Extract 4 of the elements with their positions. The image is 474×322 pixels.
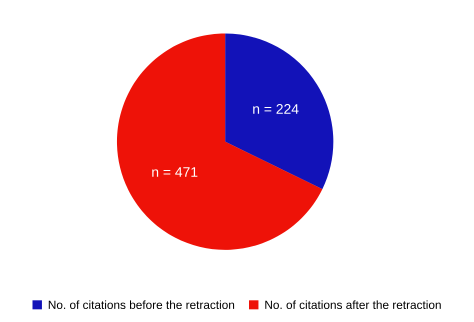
legend-label: No. of citations after the retraction [265,300,441,310]
data-label: n = 224 [253,104,299,114]
data-label: n = 471 [152,167,198,177]
legend-label: No. of citations before the retraction [48,300,234,310]
